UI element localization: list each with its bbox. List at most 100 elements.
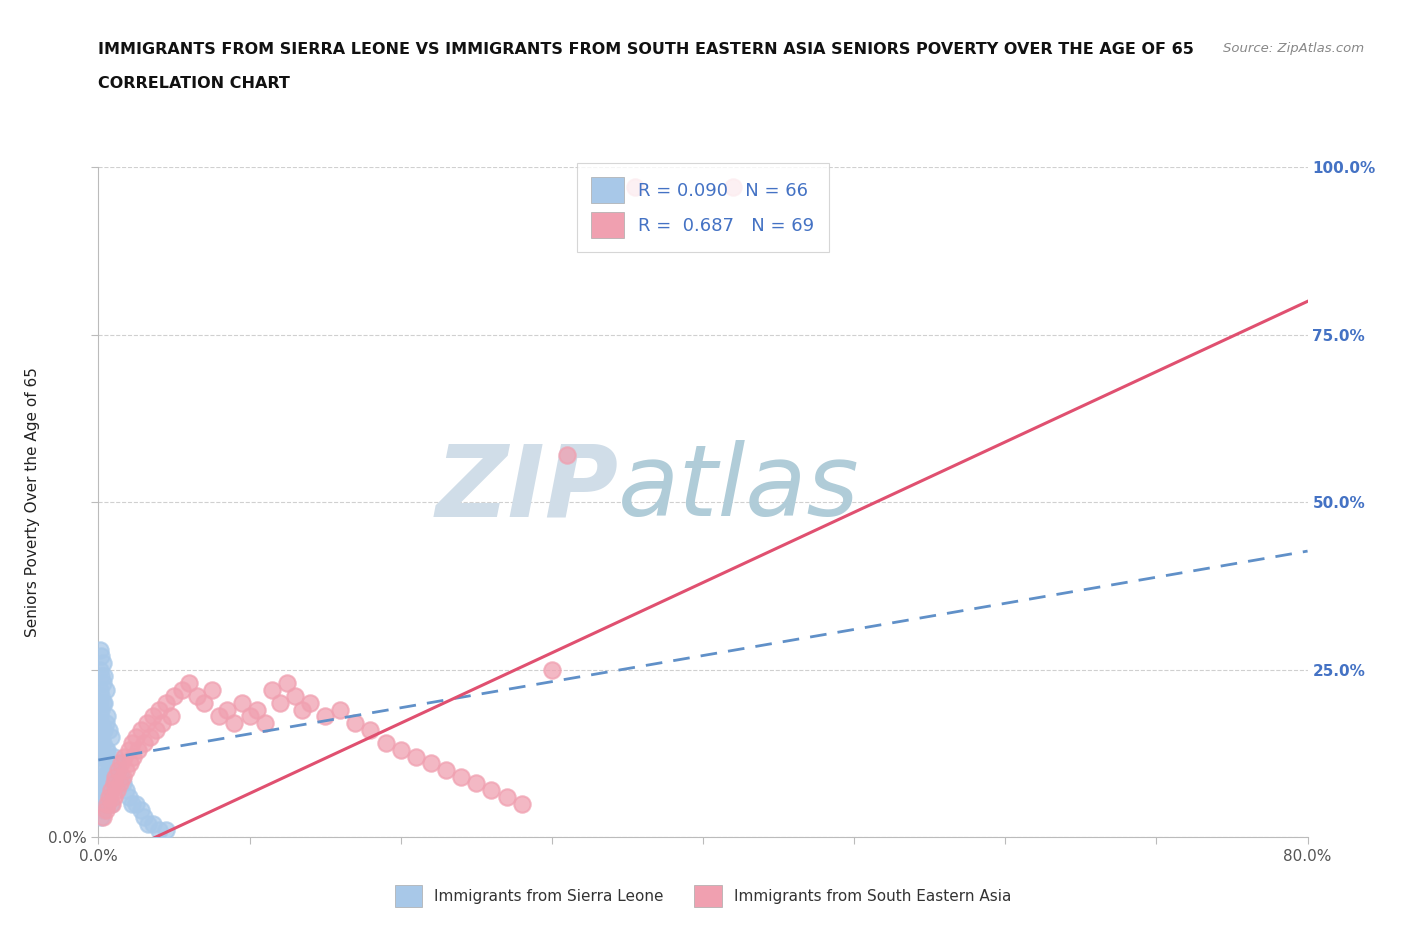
Point [201, 683, 224, 698]
Point [94, 790, 117, 804]
Point [148, 702, 170, 717]
Point [114, 763, 136, 777]
Point [100, 783, 122, 798]
Point [104, 769, 127, 784]
Point [110, 769, 132, 784]
Point [103, 776, 125, 790]
Point [420, 756, 443, 771]
Point [103, 750, 125, 764]
Point [94, 769, 117, 784]
Point [127, 742, 149, 757]
Point [434, 763, 457, 777]
Point [93, 723, 115, 737]
Point [100, 763, 122, 777]
Point [90, 702, 112, 717]
Point [107, 763, 129, 777]
Point [90, 736, 112, 751]
Point [98, 723, 121, 737]
Point [105, 756, 128, 771]
Point [129, 803, 152, 817]
Point [96, 742, 118, 757]
Point [510, 796, 533, 811]
Point [121, 796, 143, 811]
Point [98, 790, 121, 804]
Point [150, 716, 173, 731]
Point [179, 675, 201, 690]
Point [104, 769, 127, 784]
Point [91, 756, 114, 771]
Point [93, 776, 115, 790]
Point [125, 796, 148, 811]
Point [555, 448, 578, 463]
Point [94, 803, 117, 817]
Point [101, 796, 124, 811]
Point [160, 709, 183, 724]
Point [540, 662, 562, 677]
Point [118, 790, 141, 804]
Point [193, 696, 215, 711]
Point [96, 709, 118, 724]
Point [100, 729, 122, 744]
Point [93, 796, 115, 811]
Point [89, 729, 111, 744]
Point [90, 689, 112, 704]
Point [139, 729, 162, 744]
Point [132, 736, 155, 751]
Point [98, 763, 121, 777]
Point [155, 696, 177, 711]
Point [89, 763, 111, 777]
Text: ZIP: ZIP [436, 440, 619, 538]
Y-axis label: Seniors Poverty Over the Age of 65: Seniors Poverty Over the Age of 65 [24, 367, 39, 637]
Point [276, 675, 298, 690]
Point [89, 696, 111, 711]
Point [91, 783, 114, 798]
Point [246, 702, 269, 717]
Point [91, 809, 114, 824]
Point [269, 696, 291, 711]
Point [91, 736, 114, 751]
Point [96, 776, 118, 790]
Point [142, 817, 165, 831]
Point [145, 723, 167, 737]
Point [125, 729, 148, 744]
Point [94, 742, 117, 757]
Point [136, 817, 159, 831]
Point [120, 756, 142, 771]
Point [118, 742, 141, 757]
Point [142, 709, 165, 724]
Point [344, 716, 367, 731]
Point [94, 716, 117, 731]
Point [215, 702, 238, 717]
Point [291, 702, 314, 717]
Point [121, 736, 143, 751]
Point [114, 783, 136, 798]
Point [239, 709, 262, 724]
Point [155, 823, 177, 838]
Point [93, 750, 115, 764]
Point [107, 763, 129, 777]
Point [299, 696, 322, 711]
Point [91, 656, 114, 671]
Point [89, 709, 111, 724]
Text: IMMIGRANTS FROM SIERRA LEONE VS IMMIGRANTS FROM SOUTH EASTERN ASIA SENIORS POVER: IMMIGRANTS FROM SIERRA LEONE VS IMMIGRAN… [98, 42, 1194, 57]
Point [98, 790, 121, 804]
Point [90, 750, 112, 764]
Point [90, 809, 112, 824]
Point [90, 790, 112, 804]
Point [89, 662, 111, 677]
Point [186, 689, 208, 704]
Point [94, 683, 117, 698]
Point [96, 796, 118, 811]
Point [91, 675, 114, 690]
Point [90, 769, 112, 784]
Point [495, 790, 517, 804]
Point [450, 769, 472, 784]
Text: atlas: atlas [619, 440, 860, 538]
Point [111, 776, 134, 790]
Point [148, 823, 170, 838]
Point [103, 790, 125, 804]
Point [314, 709, 336, 724]
Point [129, 723, 152, 737]
Point [208, 709, 231, 724]
Point [624, 180, 647, 195]
